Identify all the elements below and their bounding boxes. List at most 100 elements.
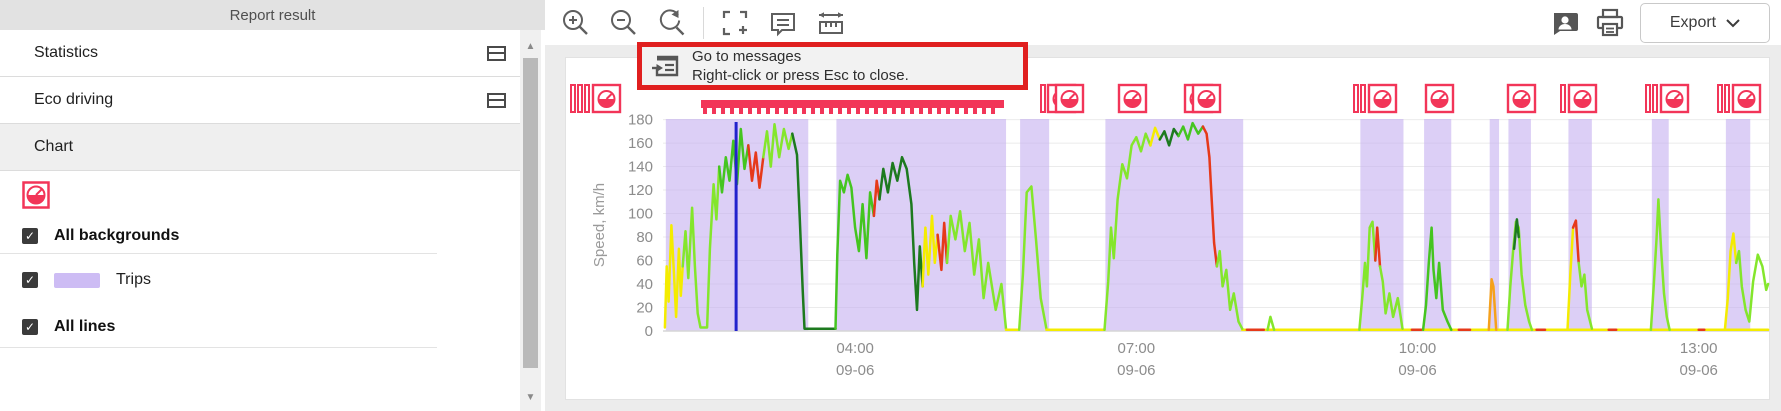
y-tick-label: 140 [628,159,653,176]
zoom-reset-button[interactable] [657,8,687,38]
y-tick-label: 40 [636,276,653,293]
toggle-all-lines[interactable]: All lines [0,306,437,348]
trip-band [1360,119,1404,331]
speeding-marker-bar [1360,84,1366,113]
report-result-sidebar: Report result Statistics Eco driving Cha… [0,0,545,411]
scroll-up-icon[interactable]: ▲ [525,40,536,52]
gauge-fill [1125,99,1140,107]
speeding-marker-bar [1645,84,1651,113]
sidebar-item-label: Chart [34,138,74,155]
checkbox-checked-icon[interactable] [22,227,38,244]
ruler-button[interactable] [816,8,846,38]
speed-trace-segment [1723,232,1738,332]
print-button[interactable] [1594,7,1626,39]
y-tick-label: 0 [645,323,653,340]
speed-trace-segment [747,144,765,189]
y-tick-label: 120 [628,182,653,199]
tooltip-line2: Right-click or press Esc to close. [692,67,909,84]
speeding-marker-fragment [784,108,788,114]
speeding-marker-bar [1560,84,1566,113]
sidebar-item-eco-driving[interactable]: Eco driving [0,77,520,124]
speed-trace-segment [1266,315,1276,332]
x-tick-date: 09-06 [1680,362,1718,379]
speeding-marker-bar [584,84,590,113]
zoom-out-button[interactable] [609,8,639,38]
toggle-label: All lines [54,317,116,335]
speed-trace-segment [936,221,949,272]
trip-band [1424,119,1452,331]
sidebar-item-statistics[interactable]: Statistics [0,30,520,77]
speeding-marker-fragment [973,108,977,114]
chart-panel: Export 0 20 40 60 80 100 120 140 160 180 Speed, km… [545,0,1781,411]
trip-band [1508,119,1531,331]
speed-trace-segment [945,209,1008,330]
y-tick-label: 160 [628,135,653,152]
gauge-needle [1581,93,1589,100]
speeding-marker-fragment [901,108,905,114]
x-tick-time: 13:00 [1680,340,1718,357]
speeding-marker-fragment [838,108,842,114]
trip-band [1105,119,1244,331]
toolbar-divider [703,6,704,39]
chart-legend-icon-section [0,171,520,218]
speeding-marker-fragment [730,108,734,114]
speeding-marker-fragment [802,108,806,114]
toggle-label: Trips [116,271,151,288]
gauge-fill [599,99,614,107]
x-tick-date: 09-06 [1398,362,1436,379]
x-tick-date: 09-06 [1117,362,1155,379]
gauge-fill [1575,99,1590,107]
speeding-marker-fragment [964,108,968,114]
scroll-down-icon[interactable]: ▼ [525,391,536,403]
y-tick-label: 60 [636,253,653,270]
speed-trace-segment [791,132,837,330]
gauge-fill [1199,99,1214,107]
export-button[interactable]: Export [1640,2,1770,43]
speed-trace-segment [1566,226,1575,332]
sidebar-item-chart[interactable]: Chart [0,124,520,171]
speeding-marker-bar [577,84,583,113]
y-tick-label: 100 [628,206,653,223]
x-tick-date: 09-06 [836,362,874,379]
y-axis-label: Speed, km/h [591,183,608,267]
speed-trace-segment [1374,226,1382,268]
speeding-marker-fragment [910,108,914,114]
sidebar-title: Report result [229,6,316,24]
speeding-gauge-icon[interactable] [22,180,50,209]
speeding-marker-bar [1724,84,1730,113]
messages-button[interactable] [768,8,798,38]
speeding-marker-bar [570,84,576,113]
gauge-fill [1432,99,1447,107]
speeding-marker-fragment [991,108,995,114]
driver-info-button[interactable] [1550,8,1580,38]
checkbox-checked-icon[interactable] [22,272,38,288]
gauge-needle [605,93,613,100]
table-icon [487,45,506,61]
sidebar-scrollbar[interactable]: ▲ ▼ [520,30,541,411]
speed-trace-segment [1158,127,1180,147]
speeding-marker-fragment [721,108,725,114]
speed-trace-segment [1487,278,1498,332]
zoom-in-button[interactable] [561,8,591,38]
chart-card: 0 20 40 60 80 100 120 140 160 180 Speed, km/h 04:00… [565,57,1770,400]
speed-trace-segment [1201,125,1219,268]
speed-trace-segment [921,214,939,288]
speed-trace-segment [1358,220,1377,332]
gauge-needle [1068,93,1076,100]
scrollbar-thumb[interactable] [523,58,538,368]
speed-chart[interactable]: 0 20 40 60 80 100 120 140 160 180 Speed, km/h 04:00… [566,58,1771,401]
speeding-marker-fragment [712,108,716,114]
toggle-trips[interactable]: Trips [0,254,437,306]
go-to-messages-tooltip[interactable]: Go to messages Right-click or press Esc … [637,42,1028,90]
speeding-marker-fragment [928,108,932,114]
speeding-marker-fragment [919,108,923,114]
speed-trace-segment [1103,132,1152,332]
speeding-marker-fragment [820,108,824,114]
checkbox-checked-icon[interactable] [22,318,38,335]
add-selection-button[interactable] [720,8,750,38]
toggle-all-backgrounds[interactable]: All backgrounds [0,218,437,254]
speed-trace-segment [1177,121,1205,141]
sidebar-item-label: Statistics [34,44,99,61]
sidebar-header: Report result [0,0,545,30]
